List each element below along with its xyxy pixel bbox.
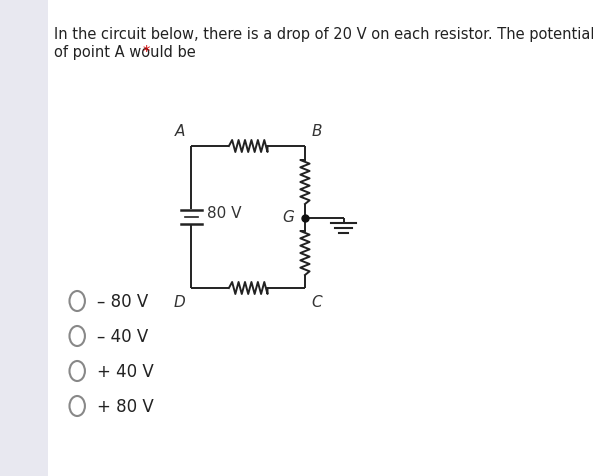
Text: 80 V: 80 V	[207, 206, 241, 221]
Text: D: D	[174, 294, 185, 309]
Text: – 80 V: – 80 V	[97, 292, 148, 310]
Text: In the circuit below, there is a drop of 20 V on each resistor. The potential: In the circuit below, there is a drop of…	[54, 27, 593, 42]
Text: – 40 V: – 40 V	[97, 327, 148, 345]
Text: of point A would be: of point A would be	[54, 45, 200, 60]
Text: A: A	[175, 124, 185, 139]
FancyBboxPatch shape	[0, 0, 48, 476]
Text: *: *	[143, 45, 150, 60]
Text: C: C	[311, 294, 322, 309]
Text: B: B	[311, 124, 321, 139]
Text: + 40 V: + 40 V	[97, 362, 153, 380]
Text: + 80 V: + 80 V	[97, 397, 153, 415]
Text: G: G	[282, 209, 294, 224]
